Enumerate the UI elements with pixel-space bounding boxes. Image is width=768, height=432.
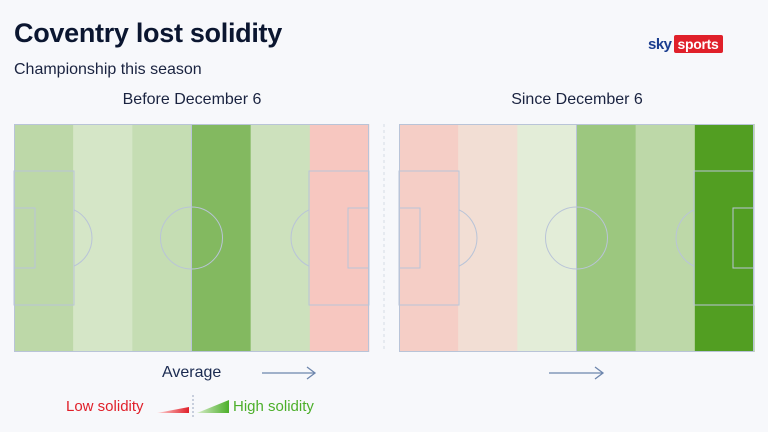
pitch-label-before: Before December 6 (122, 91, 262, 108)
legend-high-label: High solidity (233, 398, 314, 415)
direction-arrow-before-head (306, 366, 317, 380)
zone-before-3 (132, 124, 192, 352)
chart-title: Coventry lost solidity (14, 18, 282, 48)
legend-high-wedge (197, 400, 229, 413)
zone-since-3 (517, 124, 577, 352)
logo-sports-text: sports (673, 35, 723, 53)
chart-subtitle: Championship this season (14, 61, 202, 78)
sky-sports-logo: sky sports (648, 35, 723, 53)
zone-since-4 (576, 124, 636, 352)
average-label: Average (162, 364, 222, 381)
goal-box-right-since (732, 207, 755, 269)
penalty-arc-right-since (675, 209, 695, 267)
zone-before-4 (191, 124, 251, 352)
legend-low-label: Low solidity (66, 398, 144, 415)
logo-sky-text: sky (648, 35, 672, 53)
legend-scale-icon (157, 395, 229, 419)
centre-circle-before (160, 206, 223, 270)
legend-low-wedge (157, 407, 189, 413)
centre-circle-since (545, 206, 608, 270)
penalty-arc-right-before (290, 209, 310, 267)
zone-before-1 (14, 124, 74, 352)
penalty-arc-left-since (458, 209, 478, 267)
zone-before-2 (73, 124, 133, 352)
direction-arrow-since-head (594, 366, 605, 380)
zone-before-5 (250, 124, 311, 352)
penalty-arc-left-before (73, 209, 93, 267)
zone-since-6 (694, 124, 755, 352)
zone-since-5 (635, 124, 696, 352)
pitch-label-since: Since December 6 (511, 91, 643, 108)
goal-box-right-before (347, 207, 370, 269)
zone-since-1 (399, 124, 459, 352)
zone-before-6 (309, 124, 370, 352)
goal-box-left-since (398, 207, 421, 269)
zone-since-2 (458, 124, 518, 352)
goal-box-left-before (13, 207, 36, 269)
